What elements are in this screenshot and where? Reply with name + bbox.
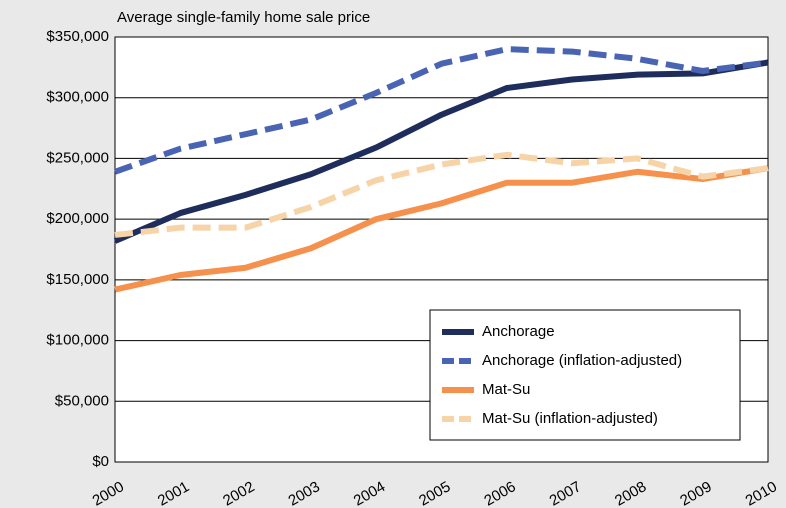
x-tick-label: 2009 [677, 478, 714, 508]
legend-box [429, 309, 741, 441]
x-tick-label: 2006 [481, 478, 518, 508]
y-tick-label: $350,000 [46, 28, 109, 45]
x-tick-label: 2005 [416, 478, 453, 508]
y-tick-label: $100,000 [46, 332, 109, 349]
y-tick-label: $250,000 [46, 149, 109, 166]
series-line [114, 46, 769, 175]
x-tick-label: 2000 [90, 478, 127, 508]
plot-border [114, 36, 769, 463]
x-tick-label: 2004 [351, 478, 388, 508]
y-tick-label: $50,000 [55, 392, 109, 409]
series-line [114, 151, 769, 238]
legend-label: Anchorage [482, 323, 555, 340]
series-line [113, 59, 769, 244]
x-tick-label: 2001 [155, 478, 192, 508]
legend-label: Mat-Su (inflation-adjusted) [482, 410, 658, 427]
y-tick-label: $150,000 [46, 271, 109, 288]
x-tick-label: 2003 [285, 478, 322, 508]
y-tick-label: $200,000 [46, 210, 109, 227]
y-tick-label: $300,000 [46, 89, 109, 106]
x-tick-label: 2010 [743, 478, 780, 508]
x-tick-label: 2007 [547, 478, 584, 508]
legend-label: Mat-Su [482, 381, 530, 398]
series-line [114, 165, 769, 293]
legend-label: Anchorage (inflation-adjusted) [482, 352, 682, 369]
x-tick-label: 2008 [612, 478, 649, 508]
chart-title: Average single-family home sale price [117, 9, 370, 26]
y-tick-label: $0 [92, 453, 109, 470]
x-tick-label: 2002 [220, 478, 257, 508]
